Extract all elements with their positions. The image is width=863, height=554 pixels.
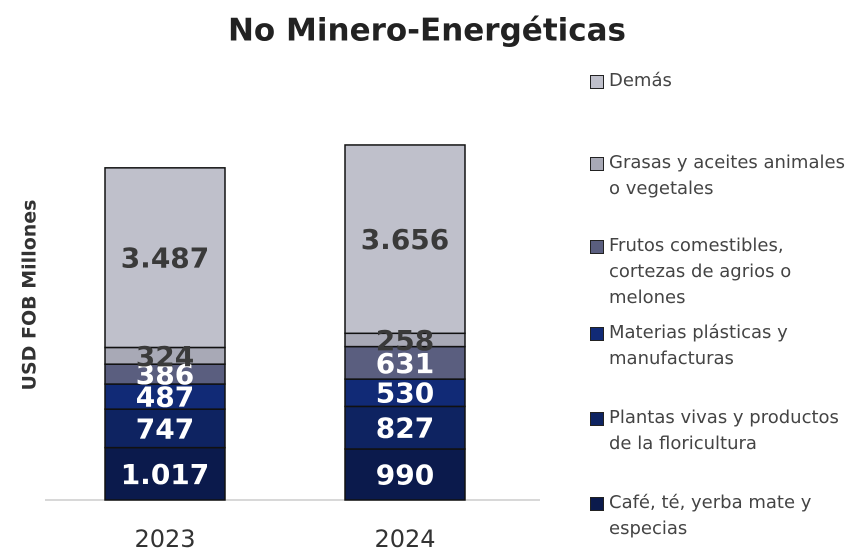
legend-label: Materias plásticas y manufacturas bbox=[609, 322, 788, 369]
x-tick-label: 2023 bbox=[134, 525, 195, 553]
legend-item: Frutos comestibles, cortezas de agrios o… bbox=[590, 233, 860, 311]
legend-item: Grasas y aceites animales o vegetales bbox=[590, 150, 860, 202]
legend-item: Materias plásticas y manufacturas bbox=[590, 320, 860, 372]
legend-label: Plantas vivas y productos de la floricul… bbox=[609, 407, 839, 454]
legend-swatch bbox=[590, 327, 604, 341]
data-label: 386 bbox=[136, 358, 194, 391]
legend-label: Grasas y aceites animales o vegetales bbox=[609, 152, 845, 199]
legend-swatch bbox=[590, 75, 604, 89]
data-label: 3.656 bbox=[361, 223, 450, 256]
bar-segment bbox=[104, 408, 226, 449]
x-tick-label: 2024 bbox=[374, 525, 435, 553]
legend-swatch bbox=[590, 157, 604, 171]
legend-item: Café, té, yerba mate y especias bbox=[590, 490, 860, 542]
bar-segment bbox=[344, 405, 466, 450]
legend-label: Demás bbox=[609, 70, 672, 91]
data-label: 990 bbox=[376, 459, 434, 492]
data-label: 530 bbox=[376, 377, 434, 410]
bar-segment bbox=[344, 144, 466, 335]
data-label: 747 bbox=[136, 412, 194, 445]
chart-title: No Minero-Energéticas bbox=[228, 13, 626, 49]
bar-segment bbox=[344, 345, 466, 380]
data-label: 258 bbox=[376, 324, 434, 357]
legend-item: Demás bbox=[590, 68, 860, 94]
data-label: 827 bbox=[376, 412, 434, 445]
legend-swatch bbox=[590, 240, 604, 254]
legend-label: Frutos comestibles, cortezas de agrios o… bbox=[609, 235, 792, 308]
data-label: 324 bbox=[136, 340, 194, 373]
legend-label: Café, té, yerba mate y especias bbox=[609, 492, 812, 539]
data-label: 1.017 bbox=[121, 458, 210, 491]
data-label: 631 bbox=[376, 347, 434, 380]
bar-segment bbox=[104, 167, 226, 349]
bar-segment bbox=[344, 378, 466, 408]
legend-swatch bbox=[590, 412, 604, 426]
data-label: 487 bbox=[136, 381, 194, 414]
data-label: 3.487 bbox=[121, 242, 210, 275]
legend-swatch bbox=[590, 497, 604, 511]
y-axis-label: USD FOB Millones bbox=[19, 200, 41, 391]
legend-item: Plantas vivas y productos de la floricul… bbox=[590, 405, 860, 457]
